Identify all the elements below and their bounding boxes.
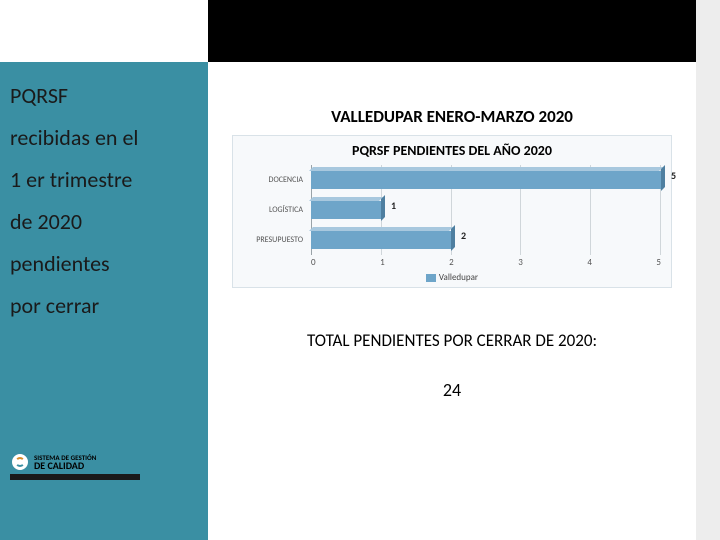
plot-area: 5 1 2 [311, 165, 661, 255]
bar-row: 5 [311, 171, 661, 189]
y-label: LOGÍSTICA [243, 205, 303, 215]
title-line: por cerrar [10, 285, 198, 327]
y-label: PRESUPUESTO [243, 235, 303, 245]
sidebar: PQRSF recibidas en el 1 er trimestre de … [0, 0, 208, 540]
quality-logo: SISTEMA DE GESTIÓN DE CALIDAD [10, 448, 150, 476]
bar-top-face [309, 197, 383, 201]
y-label: DOCENCIA [243, 175, 303, 185]
bar [311, 171, 661, 189]
title-line: PQRSF [10, 75, 198, 117]
bar-value-label: 5 [671, 169, 676, 182]
right-grey-strip [696, 0, 720, 540]
bar-top-face [309, 167, 663, 171]
title-line: de 2020 [10, 201, 198, 243]
chart-body: DOCENCIA LOGÍSTICA PRESUPUESTO 5 1 2 [243, 165, 661, 255]
bar-row: 2 [311, 231, 661, 249]
legend: Valledupar [243, 268, 661, 283]
top-black-bar [208, 0, 696, 62]
total-label: TOTAL PENDIENTES POR CERRAR DE 2020: [226, 330, 678, 351]
logo-bar [10, 474, 140, 480]
x-tick: 1 [380, 257, 385, 268]
bar-value-label: 1 [391, 199, 396, 212]
logo-text: SISTEMA DE GESTIÓN DE CALIDAD [34, 454, 96, 471]
subtitle: VALLEDUPAR ENERO-MARZO 2020 [226, 106, 678, 127]
sidebar-title: PQRSF recibidas en el 1 er trimestre de … [0, 0, 208, 327]
x-axis-labels: 0 1 2 3 4 5 [311, 255, 661, 268]
title-line: 1 er trimestre [10, 159, 198, 201]
x-tick: 3 [518, 257, 523, 268]
x-tick: 2 [449, 257, 454, 268]
chart-title: PQRSF PENDIENTES DEL AÑO 2020 [243, 142, 661, 159]
bar-side-face [381, 195, 385, 221]
bar-side-face [451, 225, 455, 251]
bar [311, 201, 381, 219]
y-axis-labels: DOCENCIA LOGÍSTICA PRESUPUESTO [243, 165, 303, 255]
bars-container: 5 1 2 [311, 165, 661, 255]
legend-label: Valledupar [439, 272, 478, 283]
x-tick: 0 [311, 257, 316, 268]
x-tick: 4 [587, 257, 592, 268]
logo-main-text: DE CALIDAD [34, 461, 96, 471]
bar-side-face [661, 165, 665, 191]
chart-card: PQRSF PENDIENTES DEL AÑO 2020 DOCENCIA LO… [232, 135, 672, 288]
bar-top-face [309, 227, 453, 231]
bar-value-label: 2 [461, 229, 466, 242]
bar [311, 231, 451, 249]
logo-circle-icon [10, 452, 30, 472]
total-value: 24 [226, 379, 678, 401]
title-line: pendientes [10, 243, 198, 285]
main-panel: VALLEDUPAR ENERO-MARZO 2020 PQRSF PENDIE… [208, 0, 696, 540]
title-line: recibidas en el [10, 117, 198, 159]
x-tick: 5 [656, 257, 661, 268]
bar-row: 1 [311, 201, 661, 219]
legend-swatch [426, 274, 436, 282]
